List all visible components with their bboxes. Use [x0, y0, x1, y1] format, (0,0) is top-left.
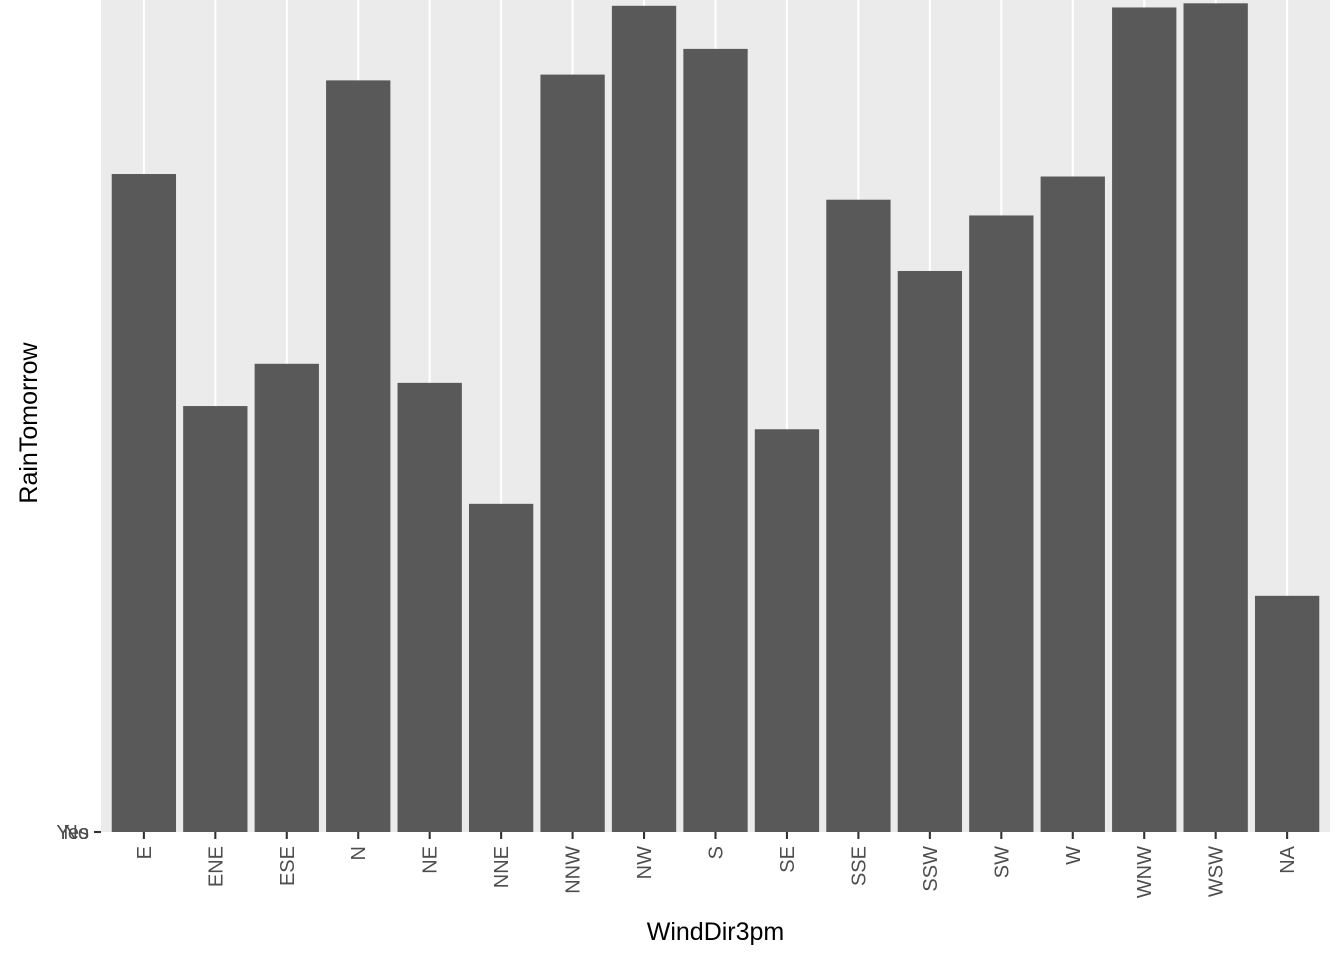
x-axis: E ENE ESE N NE NNE NNW NW S SE SSE SSW SW W WNW WSW NA: [134, 832, 1299, 898]
x-axis-title: WindDir3pm: [647, 918, 785, 946]
bar-e: [112, 174, 176, 832]
x-tick-label: SE: [777, 846, 799, 873]
bar-na: [1255, 596, 1319, 832]
bar-ene: [183, 406, 247, 832]
bar-wnw: [1112, 7, 1176, 832]
bar-wsw: [1184, 3, 1248, 832]
x-tick-label: WNW: [1134, 846, 1156, 898]
x-tick-label: NE: [420, 846, 442, 874]
x-tick-label: E: [134, 846, 156, 859]
x-tick-label: SSW: [920, 846, 942, 892]
bar-s: [683, 49, 747, 832]
x-tick-label: ENE: [205, 846, 227, 887]
x-tick-label: NNE: [491, 846, 513, 888]
bar-nne: [469, 504, 533, 832]
bar-w: [1041, 177, 1105, 832]
x-tick-label: NW: [634, 846, 656, 879]
bar-sse: [826, 200, 890, 832]
bar-ne: [398, 383, 462, 832]
x-tick-label: NNW: [563, 846, 585, 894]
bar-sw: [969, 215, 1033, 832]
y-axis-title: RainTomorrow: [15, 341, 43, 503]
x-tick-label: NA: [1277, 845, 1299, 873]
x-tick-label: S: [706, 846, 728, 859]
x-tick-label: SSE: [848, 846, 870, 886]
x-tick-label: SW: [991, 846, 1013, 878]
x-tick-label: WSW: [1206, 846, 1228, 897]
bar-nnw: [540, 75, 604, 832]
bar-ese: [255, 364, 319, 832]
bar-se: [755, 429, 819, 832]
bar-nw: [612, 6, 676, 832]
y-tick-label-no: No: [63, 822, 89, 844]
bar-ssw: [898, 271, 962, 832]
x-tick-label: ESE: [277, 846, 299, 886]
x-tick-label: W: [1063, 846, 1085, 865]
x-tick-label: N: [348, 846, 370, 860]
bar-n: [326, 80, 390, 832]
